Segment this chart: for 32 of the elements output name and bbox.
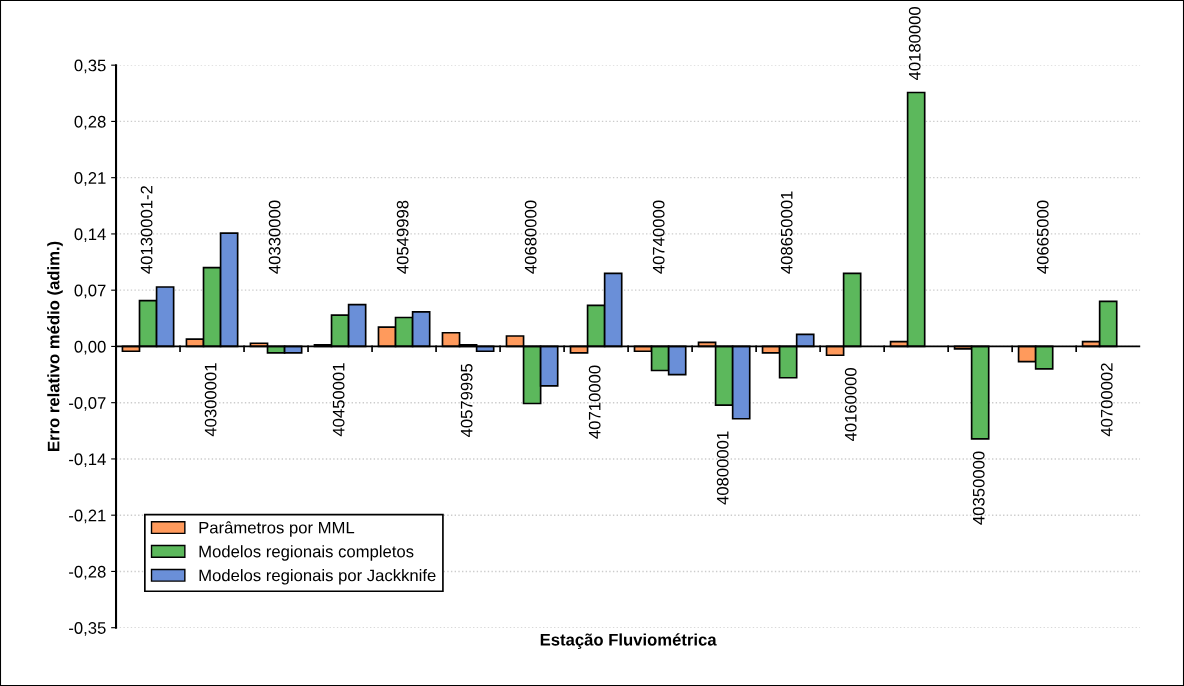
x-tick-label: 40450001 [332, 363, 345, 437]
x-tick-label: 40330000 [268, 200, 281, 274]
y-tick-label: 0,28 [74, 115, 106, 130]
legend-label: Parâmetros por MML [199, 521, 355, 537]
x-tick-label: 40160000 [844, 367, 857, 442]
y-tick-label: 0,00 [74, 340, 106, 355]
x-tick-label: 40665000 [1036, 200, 1049, 274]
x-tick-label: 408650001 [780, 191, 793, 274]
y-tick-label: -0,07 [69, 397, 106, 411]
x-tick-label: 40740000 [652, 200, 665, 274]
y-tick-label: -0,28 [69, 565, 106, 580]
x-tick-label: 40549998 [396, 200, 409, 274]
x-tick-label: 40180000 [908, 6, 921, 81]
x-tick-label: 40700002 [1100, 363, 1113, 437]
y-tick-label: 0,35 [74, 59, 106, 74]
y-tick-label: -0,21 [69, 509, 106, 524]
y-axis-title: Erro relativo médio (adim.) [47, 241, 63, 451]
x-tick-label: 40130001-2 [140, 185, 153, 274]
y-tick-label: -0,14 [69, 453, 106, 468]
y-tick-label: 0,14 [74, 228, 106, 243]
x-tick-label: 40680000 [524, 200, 537, 274]
x-tick-label: 40300001 [204, 363, 217, 437]
x-tick-label: 40710000 [588, 365, 601, 439]
legend-label: Modelos regionais completos [199, 545, 414, 561]
x-tick-label: 40350000 [972, 451, 985, 525]
x-tick-label: 40579995 [460, 364, 473, 438]
x-tick-label: 40800001 [716, 431, 729, 505]
x-axis-title: Estação Fluviométrica [540, 633, 717, 649]
legend-label: Modelos regionais por Jackknife [199, 569, 436, 585]
y-tick-label: -0,35 [69, 622, 106, 636]
y-tick-label: 0,21 [74, 172, 106, 186]
y-tick-label: 0,07 [74, 284, 106, 299]
